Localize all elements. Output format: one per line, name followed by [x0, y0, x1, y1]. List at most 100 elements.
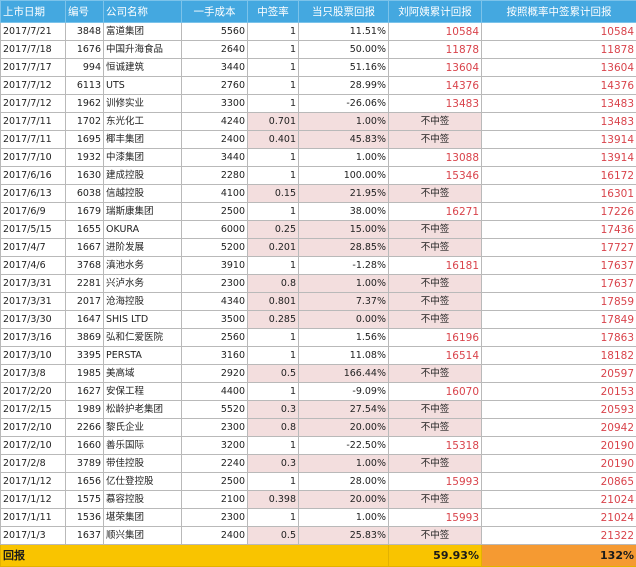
cell-listing-date: 2017/3/8 [1, 365, 66, 383]
cell-liu-cumulative: 14376 [389, 77, 482, 95]
cell-allotment-rate: 1 [248, 41, 299, 59]
cell-lot-cost: 3200 [182, 437, 248, 455]
cell-allotment-rate: 1 [248, 347, 299, 365]
cell-listing-date: 2017/7/12 [1, 77, 66, 95]
cell-listing-date: 2017/6/9 [1, 203, 66, 221]
cell-probability-cumulative: 11878 [482, 41, 636, 59]
cell-probability-cumulative: 21024 [482, 509, 636, 527]
cell-company-name: 椰丰集团 [104, 131, 182, 149]
header-allotment-rate: 中签率 [248, 1, 299, 23]
cell-listing-date: 2017/1/12 [1, 473, 66, 491]
cell-stock-return: 50.00% [299, 41, 389, 59]
footer-liu-return: 59.93% [389, 545, 482, 567]
cell-allotment-rate: 1 [248, 257, 299, 275]
cell-stock-return: 15.00% [299, 221, 389, 239]
cell-listing-date: 2017/3/30 [1, 311, 66, 329]
footer-label: 回报 [1, 545, 389, 567]
cell-listing-date: 2017/7/11 [1, 113, 66, 131]
cell-listing-date: 2017/7/21 [1, 23, 66, 41]
cell-code: 1536 [66, 509, 104, 527]
cell-company-name: 中漆集团 [104, 149, 182, 167]
cell-liu-cumulative: 不中签 [389, 185, 482, 203]
cell-code: 1630 [66, 167, 104, 185]
cell-probability-cumulative: 14376 [482, 77, 636, 95]
cell-allotment-rate: 1 [248, 509, 299, 527]
cell-company-name: 富道集团 [104, 23, 182, 41]
cell-listing-date: 2017/7/17 [1, 59, 66, 77]
cell-liu-cumulative: 不中签 [389, 239, 482, 257]
cell-company-name: 建成控股 [104, 167, 182, 185]
cell-lot-cost: 2300 [182, 419, 248, 437]
cell-liu-cumulative: 不中签 [389, 527, 482, 545]
cell-lot-cost: 4100 [182, 185, 248, 203]
cell-stock-return: 28.00% [299, 473, 389, 491]
cell-listing-date: 2017/7/18 [1, 41, 66, 59]
cell-liu-cumulative: 13483 [389, 95, 482, 113]
cell-liu-cumulative: 不中签 [389, 293, 482, 311]
cell-listing-date: 2017/1/12 [1, 491, 66, 509]
cell-stock-return: 20.00% [299, 419, 389, 437]
cell-listing-date: 2017/2/8 [1, 455, 66, 473]
cell-stock-return: 1.56% [299, 329, 389, 347]
cell-company-name: 中国升海食品 [104, 41, 182, 59]
cell-listing-date: 2017/7/12 [1, 95, 66, 113]
cell-liu-cumulative: 15993 [389, 509, 482, 527]
header-company-name: 公司名称 [104, 1, 182, 23]
cell-probability-cumulative: 16301 [482, 185, 636, 203]
cell-code: 1695 [66, 131, 104, 149]
cell-probability-cumulative: 17863 [482, 329, 636, 347]
header-lot-cost: 一手成本 [182, 1, 248, 23]
cell-allotment-rate: 1 [248, 437, 299, 455]
cell-code: 1656 [66, 473, 104, 491]
cell-company-name: UTS [104, 77, 182, 95]
cell-stock-return: 20.00% [299, 491, 389, 509]
cell-company-name: 慕容控股 [104, 491, 182, 509]
cell-listing-date: 2017/7/10 [1, 149, 66, 167]
cell-probability-cumulative: 16172 [482, 167, 636, 185]
cell-listing-date: 2017/3/31 [1, 293, 66, 311]
cell-liu-cumulative: 不中签 [389, 275, 482, 293]
cell-allotment-rate: 1 [248, 77, 299, 95]
footer-row: 回报 59.93% 132% [1, 545, 636, 567]
cell-stock-return: 45.83% [299, 131, 389, 149]
cell-lot-cost: 2300 [182, 509, 248, 527]
cell-lot-cost: 2640 [182, 41, 248, 59]
cell-code: 1667 [66, 239, 104, 257]
cell-company-name: 滇池水务 [104, 257, 182, 275]
cell-probability-cumulative: 17637 [482, 275, 636, 293]
cell-stock-return: -9.09% [299, 383, 389, 401]
cell-lot-cost: 4340 [182, 293, 248, 311]
cell-code: 3395 [66, 347, 104, 365]
cell-probability-cumulative: 21024 [482, 491, 636, 509]
cell-probability-cumulative: 13914 [482, 149, 636, 167]
cell-lot-cost: 2400 [182, 527, 248, 545]
cell-lot-cost: 3160 [182, 347, 248, 365]
cell-listing-date: 2017/2/10 [1, 419, 66, 437]
cell-listing-date: 2017/6/13 [1, 185, 66, 203]
cell-stock-return: 51.16% [299, 59, 389, 77]
cell-company-name: 兴泸水务 [104, 275, 182, 293]
cell-code: 1660 [66, 437, 104, 455]
cell-probability-cumulative: 10584 [482, 23, 636, 41]
cell-probability-cumulative: 13483 [482, 113, 636, 131]
cell-probability-cumulative: 13483 [482, 95, 636, 113]
cell-probability-cumulative: 17637 [482, 257, 636, 275]
cell-stock-return: 1.00% [299, 113, 389, 131]
cell-allotment-rate: 0.398 [248, 491, 299, 509]
cell-liu-cumulative: 不中签 [389, 365, 482, 383]
cell-code: 1679 [66, 203, 104, 221]
cell-probability-cumulative: 17727 [482, 239, 636, 257]
cell-liu-cumulative: 15993 [389, 473, 482, 491]
cell-liu-cumulative: 16070 [389, 383, 482, 401]
cell-allotment-rate: 1 [248, 473, 299, 491]
cell-company-name: PERSTA [104, 347, 182, 365]
